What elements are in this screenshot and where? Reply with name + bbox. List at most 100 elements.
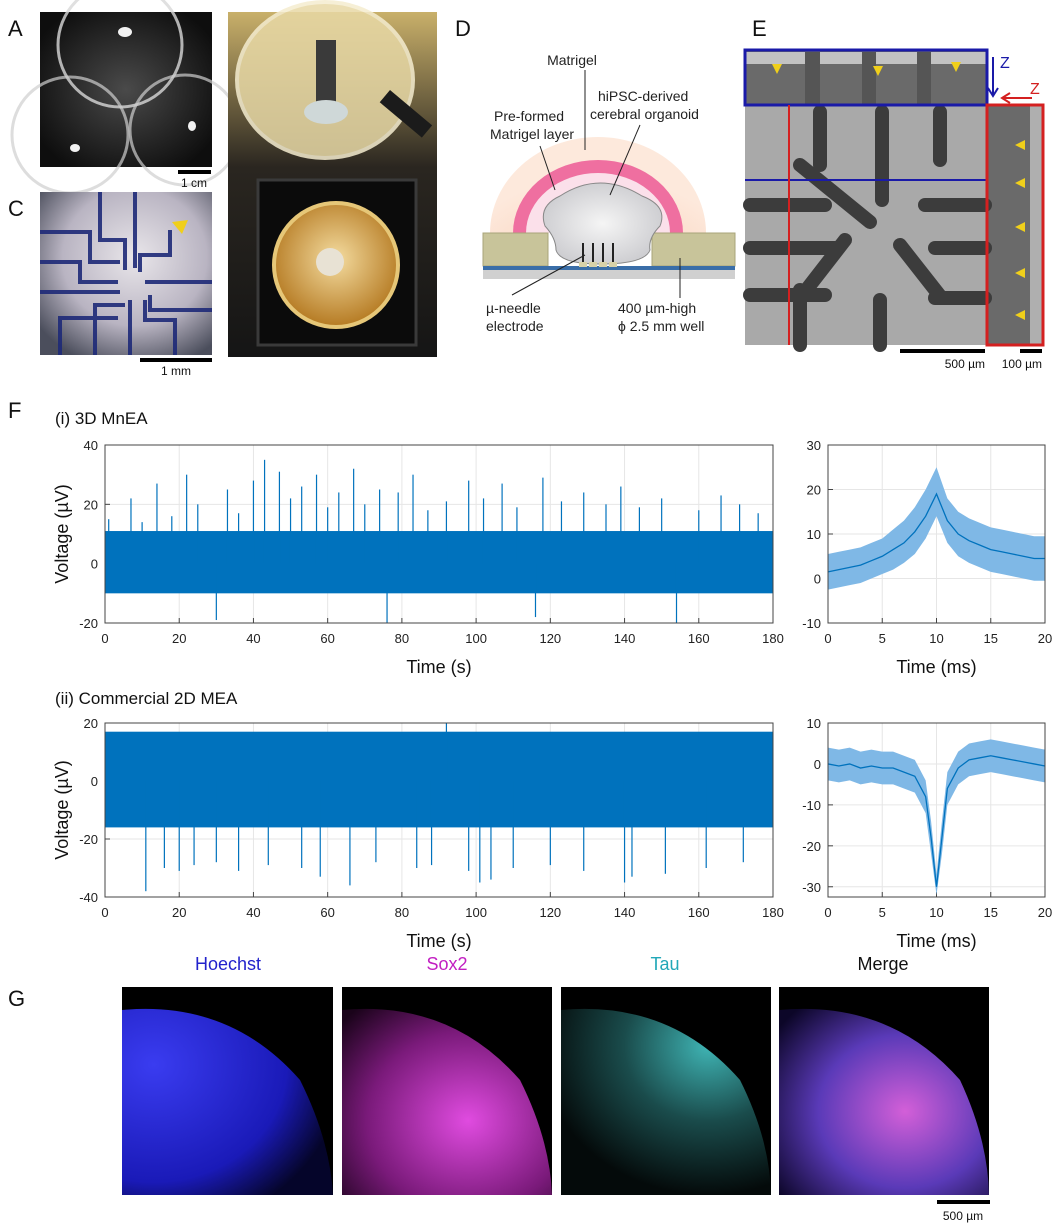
x-tick-label: 160 bbox=[688, 905, 710, 920]
photo-a bbox=[12, 0, 240, 193]
panel-label: D bbox=[455, 16, 471, 41]
photo-b bbox=[228, 2, 437, 357]
x-tick-label: 10 bbox=[929, 905, 943, 920]
subtitle: (i) 3D MnEA bbox=[55, 409, 148, 428]
photo-c bbox=[40, 192, 212, 355]
x-axis-label: Time (s) bbox=[406, 657, 471, 677]
noise-band bbox=[105, 732, 773, 828]
panel-label: A bbox=[8, 16, 23, 41]
y-axis-label: Voltage (µV) bbox=[52, 760, 72, 859]
diagram-label: Matrigel bbox=[547, 52, 597, 68]
scale-bar bbox=[140, 358, 212, 362]
scale-bar-label: 500 µm bbox=[943, 1209, 983, 1223]
micrograph-e bbox=[745, 50, 1043, 345]
axis-label: Z bbox=[1030, 81, 1040, 98]
scale-bar-label: 500 µm bbox=[945, 357, 985, 371]
x-tick-label: 10 bbox=[929, 631, 943, 646]
x-tick-label: 20 bbox=[1038, 905, 1052, 920]
panel-label: G bbox=[8, 986, 25, 1011]
y-tick-label: -20 bbox=[802, 839, 821, 854]
x-tick-label: 15 bbox=[984, 631, 998, 646]
diagram-label: cerebral organoid bbox=[590, 106, 699, 122]
micrograph-g bbox=[122, 987, 989, 1195]
y-tick-label: 30 bbox=[807, 438, 821, 453]
x-tick-label: 60 bbox=[320, 631, 334, 646]
y-tick-label: 0 bbox=[91, 774, 98, 789]
x-axis-label: Time (s) bbox=[406, 931, 471, 951]
x-tick-label: 120 bbox=[539, 905, 561, 920]
x-tick-label: 40 bbox=[246, 631, 260, 646]
chart: 0 5 10 15 20 -30 -20 -10 0 10 Time (ms) bbox=[802, 716, 1052, 951]
x-tick-label: 20 bbox=[172, 631, 186, 646]
diagram-label: 400 µm-high bbox=[618, 300, 696, 316]
panel-label: F bbox=[8, 398, 21, 423]
x-tick-label: 0 bbox=[101, 631, 108, 646]
diagram-label: hiPSC-derived bbox=[598, 88, 688, 104]
y-tick-label: 20 bbox=[807, 483, 821, 498]
x-tick-label: 80 bbox=[395, 905, 409, 920]
y-tick-label: 10 bbox=[807, 716, 821, 731]
figure: A B C D E F G 1 cm 1 mm bbox=[0, 0, 1055, 1230]
channel-title: Tau bbox=[650, 954, 679, 974]
scale-bar bbox=[937, 1200, 990, 1204]
x-tick-label: 5 bbox=[879, 905, 886, 920]
channel-title: Hoechst bbox=[195, 954, 261, 974]
y-tick-label: 0 bbox=[814, 757, 821, 772]
y-tick-label: -10 bbox=[802, 616, 821, 631]
y-tick-label: 20 bbox=[84, 497, 98, 512]
x-tick-label: 120 bbox=[539, 631, 561, 646]
x-tick-label: 0 bbox=[824, 631, 831, 646]
x-tick-label: 180 bbox=[762, 631, 784, 646]
y-tick-label: -20 bbox=[79, 616, 98, 631]
y-tick-label: 0 bbox=[91, 557, 98, 572]
panel-label: C bbox=[8, 196, 24, 221]
scale-bar bbox=[178, 170, 211, 174]
diagram-label: µ-needle bbox=[486, 300, 541, 316]
scale-bar-label: 100 µm bbox=[1002, 357, 1042, 371]
diagram-label: ϕ 2.5 mm well bbox=[618, 318, 704, 334]
scale-bar-label: 1 mm bbox=[161, 364, 191, 378]
scale-bar-label: 1 cm bbox=[181, 176, 207, 190]
x-tick-label: 60 bbox=[320, 905, 334, 920]
y-tick-label: 0 bbox=[814, 572, 821, 587]
axis-label: Z bbox=[1000, 55, 1010, 72]
y-tick-label: 20 bbox=[84, 716, 98, 731]
noise-band bbox=[105, 531, 773, 593]
chart: 0 20 40 60 80 100 120 140 160 180 -40 -20 0 20 Time (s… bbox=[52, 716, 784, 951]
x-tick-label: 160 bbox=[688, 631, 710, 646]
diagram-label: Pre-formed bbox=[494, 108, 564, 124]
x-tick-label: 40 bbox=[246, 905, 260, 920]
x-tick-label: 140 bbox=[614, 905, 636, 920]
y-tick-label: -40 bbox=[79, 890, 98, 905]
y-tick-label: -30 bbox=[802, 880, 821, 895]
x-tick-label: 100 bbox=[465, 631, 487, 646]
x-tick-label: 180 bbox=[762, 905, 784, 920]
y-tick-label: 40 bbox=[84, 438, 98, 453]
x-axis-label: Time (ms) bbox=[896, 931, 976, 951]
x-tick-label: 0 bbox=[824, 905, 831, 920]
scale-bar bbox=[1020, 349, 1042, 353]
x-axis-label: Time (ms) bbox=[896, 657, 976, 677]
page-body: A B C D E F G 1 cm 1 mm bbox=[0, 0, 1055, 1230]
x-tick-label: 80 bbox=[395, 631, 409, 646]
y-axis-label: Voltage (µV) bbox=[52, 484, 72, 583]
diagram-label: electrode bbox=[486, 318, 544, 334]
x-tick-label: 5 bbox=[879, 631, 886, 646]
x-tick-label: 100 bbox=[465, 905, 487, 920]
x-tick-label: 0 bbox=[101, 905, 108, 920]
subtitle: (ii) Commercial 2D MEA bbox=[55, 689, 238, 708]
x-tick-label: 20 bbox=[172, 905, 186, 920]
x-tick-label: 15 bbox=[984, 905, 998, 920]
channel-title: Merge bbox=[857, 954, 908, 974]
x-tick-label: 140 bbox=[614, 631, 636, 646]
x-tick-label: 20 bbox=[1038, 631, 1052, 646]
channel-title: Sox2 bbox=[426, 954, 467, 974]
diagram-label: Matrigel layer bbox=[490, 126, 574, 142]
page: Figure { "panel_labels": ["A", "B", "C",… bbox=[0, 0, 1055, 1230]
scale-bar bbox=[900, 349, 985, 353]
panel-label: E bbox=[752, 16, 767, 41]
y-tick-label: -10 bbox=[802, 798, 821, 813]
y-tick-label: -20 bbox=[79, 832, 98, 847]
